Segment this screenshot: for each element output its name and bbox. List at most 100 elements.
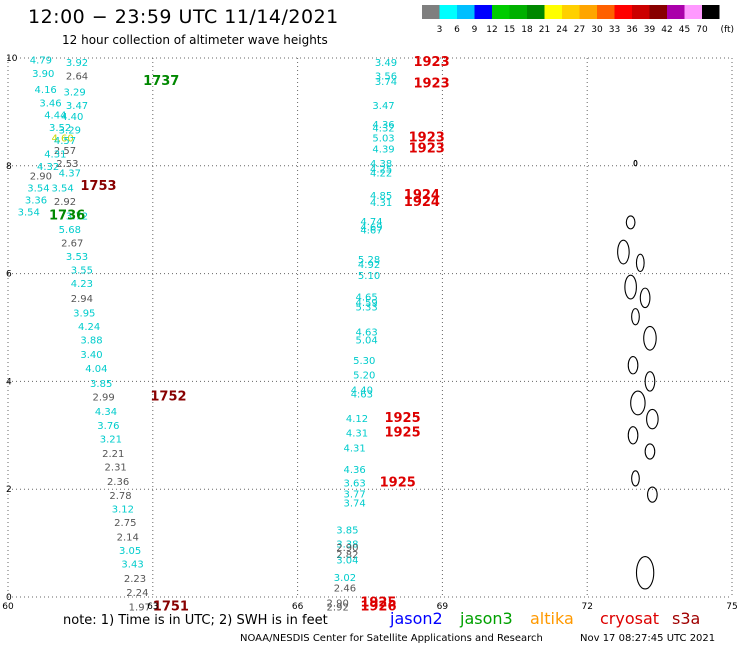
wave-height-label: 4.25 [370,164,392,175]
atoll-outline [627,426,639,445]
scale-tick-label: 45 [679,25,690,35]
wave-height-label: 3.85 [90,379,112,390]
wave-height-label: 3.56 [375,72,397,83]
wave-height-label: 3.29 [59,125,81,136]
wave-height-label: 5.03 [372,134,394,145]
atoll-outline [643,325,657,351]
scale-swatch [457,5,475,19]
wave-height-label: 3.85 [336,525,358,536]
wave-height-label: 3.74 [343,498,365,509]
pass-time-label: 1925 [384,411,420,426]
atoll-outline [635,253,645,273]
wave-height-label: 5.20 [353,371,375,382]
wave-height-label: 4.37 [59,169,81,180]
wave-height-label: 5.28 [358,255,380,266]
wave-height-map: 3.924.793.90 2.644.16 3.293.46 3.474.444.40… [2,54,737,612]
scale-tick-label: 9 [472,25,478,35]
wave-height-label: 4.60 [51,134,73,145]
pass-time-label: 1753 [80,179,116,194]
latitude-label: 2 [6,485,12,495]
scale-swatch [579,5,597,19]
atoll-outline [644,371,656,392]
scale-swatch [439,5,457,19]
wave-height-label: 4.57 [54,136,76,147]
scale-tick-label: 36 [626,25,638,35]
wave-height-label: 3.47 [372,101,394,112]
pass-time-label: 1737 [143,74,179,89]
atoll-outline [624,274,637,300]
wave-height-label: 3.63 [343,479,365,490]
pass-time-label: 1925 [384,425,420,440]
wave-height-label: 3.54 [27,184,49,195]
wave-height-label: 2.94 [71,294,93,305]
wave-height-label: 2.46 [334,584,356,595]
wave-height-label: 3.77 [343,489,365,500]
legend-altika: altika [530,609,574,628]
pass-time-label: 1736 [49,209,85,224]
scale-tick-label: 21 [539,25,550,35]
scale-tick-label: 15 [504,25,515,35]
longitude-label: 60 [2,602,14,612]
longitude-label: 75 [726,602,737,612]
wave-height-label: 5.04 [356,336,378,347]
legend-jason2: jason2 [390,609,443,628]
wave-height-label: 2.78 [109,491,131,502]
wave-height-label: 3.40 [80,350,102,361]
pass-time-label: 1925 [380,476,416,491]
scale-tick-label: 18 [521,25,533,35]
wave-height-label: 2.21 [102,449,124,460]
longitude-label: 69 [437,602,449,612]
wave-height-label: 4.92 [358,260,380,271]
wave-height-label: 3.55 [71,266,93,277]
wave-height-label: 3.29 [64,88,86,99]
wave-height-label: 3.53 [66,252,88,263]
wave-height-label: 4.32 [37,162,59,173]
wave-height-label: 3.12 [112,504,134,515]
wave-height-label: 4.63 [356,328,378,339]
scale-tick-label: 33 [609,25,620,35]
wave-height-label: 2.23 [124,574,146,585]
wave-height-label: 3.38 [336,539,358,550]
wave-height-label: 3.43 [121,559,143,570]
wave-height-label: 3.88 [80,336,102,347]
scale-tick-label: 39 [644,25,656,35]
wave-height-label: 3.36 [25,196,47,207]
atoll-outline [644,443,656,460]
wave-height-label: 4.32 [372,123,394,134]
wave-height-label: 4.22 [370,169,392,180]
scale-swatch [509,5,527,19]
wave-height-label: 4.12 [346,414,368,425]
scale-swatch [649,5,667,19]
latitude-label: 10 [6,54,18,64]
wave-height-label: 5.33 [356,302,378,313]
scale-swatch [597,5,615,19]
wave-height-label: 3.95 [73,309,95,320]
wave-height-label: 2.64 [66,72,88,83]
wave-height-label: 3.04 [336,556,358,567]
wave-height-label: 2.57 [54,146,76,157]
scale-swatch [667,5,685,19]
atoll-outline [647,486,658,503]
scale-swatch [614,5,632,19]
pass-time-label: 1923 [413,55,449,70]
scale-tick-label: 30 [591,25,603,35]
page-title: 12:00 − 23:59 UTC 11/14/2021 [28,6,339,28]
wave-height-label: 4.63 [351,390,373,401]
wave-height-label: 2.90 [30,171,52,182]
scale-swatch [702,5,720,19]
latitude-label: 4 [6,377,12,387]
legend-s3a: s3a [672,609,701,628]
pass-time-label: 1924 [404,188,440,203]
wave-height-label: 4.69 [360,222,382,233]
wave-height-label: 2.14 [117,532,139,543]
pass-time-label: 1926 [360,599,396,612]
wave-height-label: 4.36 [372,120,394,131]
wave-height-label: 4.31 [44,150,66,161]
atoll-outline [630,390,646,416]
wave-height-label: 4.24 [78,322,100,333]
scale-tick-label: 6 [454,25,460,35]
wave-height-label: 2.90 [327,599,349,610]
wave-height-label: 2.75 [114,518,136,529]
longitude-label: 66 [292,602,304,612]
wave-height-label: 4.38 [370,159,392,170]
